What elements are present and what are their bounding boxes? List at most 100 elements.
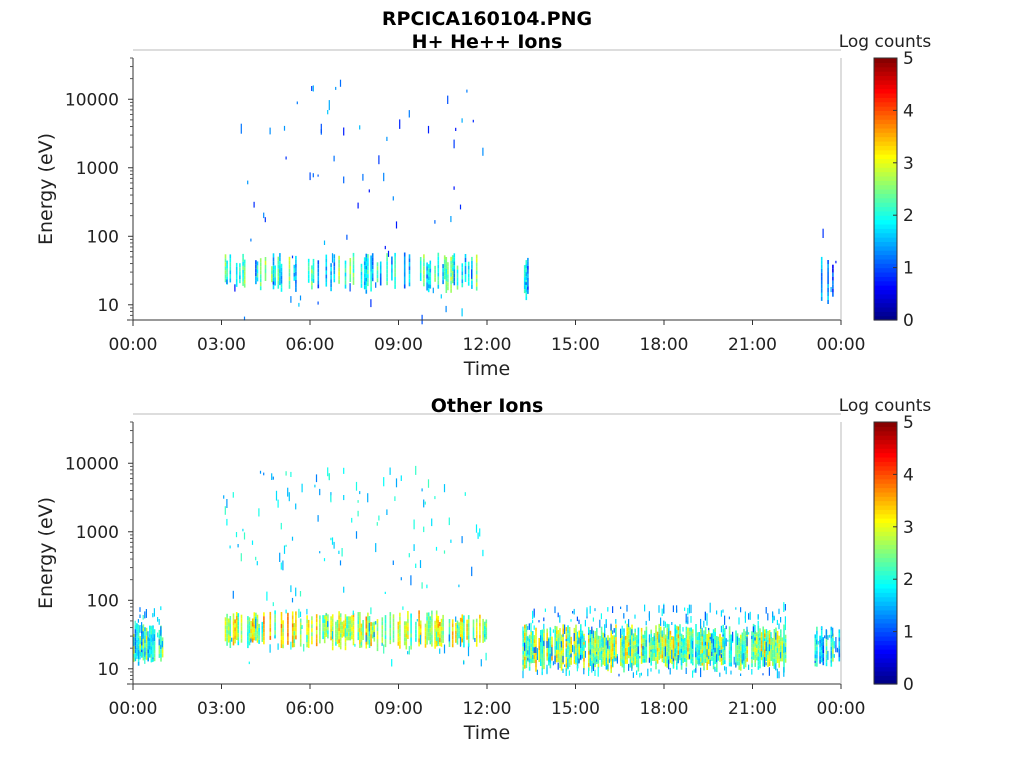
cell <box>764 629 766 634</box>
cell <box>158 634 160 639</box>
cell <box>576 660 579 665</box>
cell <box>152 649 154 654</box>
cell <box>435 610 438 615</box>
cell <box>648 642 651 647</box>
cell <box>722 634 724 637</box>
cell <box>597 659 600 664</box>
cell <box>442 264 444 269</box>
cell <box>738 661 740 666</box>
cell <box>280 616 283 620</box>
cell <box>532 655 534 659</box>
x-tick-label: 00:00 <box>109 699 158 719</box>
cell <box>728 616 730 620</box>
cell <box>269 619 272 624</box>
cell <box>311 640 313 645</box>
cell <box>255 616 257 621</box>
cell <box>557 638 560 642</box>
cell <box>762 638 764 643</box>
cell <box>442 280 444 285</box>
cell <box>700 618 702 629</box>
cell <box>525 644 528 649</box>
cell <box>402 606 404 610</box>
cell <box>780 617 782 623</box>
cell <box>666 635 668 640</box>
cell <box>762 626 764 631</box>
cell <box>838 657 841 662</box>
cell <box>592 617 594 622</box>
colorbar-segment <box>874 250 897 256</box>
cell <box>741 648 744 653</box>
cell <box>562 624 564 629</box>
x-tick-label: 09:00 <box>374 335 423 355</box>
cell <box>365 632 368 637</box>
cell <box>820 260 823 265</box>
cell <box>588 667 590 676</box>
cell <box>589 646 592 650</box>
cell <box>437 276 440 281</box>
cell <box>229 616 232 620</box>
cell <box>695 644 697 648</box>
cell <box>836 647 839 653</box>
cell <box>583 644 585 651</box>
cell <box>546 641 548 648</box>
cell <box>482 626 484 631</box>
cell <box>783 624 785 629</box>
cell <box>560 638 563 643</box>
cell <box>578 642 580 647</box>
cell <box>541 668 543 674</box>
x-tick-label: 21:00 <box>728 699 777 719</box>
cell <box>295 263 297 268</box>
cell <box>379 273 382 278</box>
cell <box>714 632 716 636</box>
cell <box>528 623 530 630</box>
colorbar-segment <box>874 149 897 155</box>
cell <box>600 626 603 631</box>
cell <box>724 640 726 645</box>
cell <box>822 228 824 238</box>
cell <box>480 659 482 667</box>
cell <box>227 638 230 643</box>
cell <box>150 630 153 635</box>
cell <box>463 619 465 624</box>
cell <box>679 648 681 653</box>
cell <box>352 617 355 622</box>
cell <box>455 638 457 643</box>
cell <box>426 640 428 645</box>
cell <box>359 632 361 636</box>
cell <box>612 651 614 656</box>
cell <box>458 622 460 627</box>
cell <box>784 658 787 663</box>
cell <box>150 625 152 630</box>
cell <box>256 622 259 627</box>
cell <box>783 664 785 669</box>
cell <box>351 615 353 620</box>
cell <box>652 637 654 641</box>
cell <box>437 619 440 624</box>
cell <box>384 623 387 628</box>
cell <box>827 280 829 284</box>
cell <box>820 627 823 629</box>
cell <box>608 645 611 650</box>
cell <box>589 605 591 614</box>
cell <box>830 650 833 655</box>
cell <box>360 271 363 276</box>
cell <box>541 641 544 646</box>
cell <box>645 654 648 659</box>
cell <box>453 257 456 262</box>
cell <box>226 272 228 277</box>
cell <box>264 269 267 273</box>
cell <box>376 619 379 624</box>
cell <box>623 613 625 619</box>
cell <box>279 552 281 562</box>
cell <box>668 648 670 653</box>
cell <box>323 627 326 632</box>
cell <box>248 641 251 646</box>
cell <box>562 644 564 649</box>
cell <box>629 659 632 664</box>
cell <box>323 619 326 624</box>
cell <box>426 628 428 633</box>
cell <box>749 611 751 620</box>
cell <box>229 254 232 259</box>
cell <box>264 217 266 223</box>
cell <box>137 649 140 654</box>
